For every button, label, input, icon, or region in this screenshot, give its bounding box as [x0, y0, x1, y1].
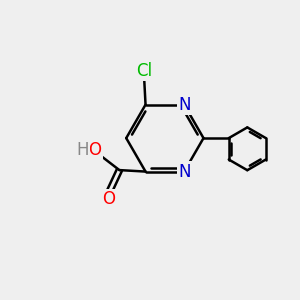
- Text: H: H: [76, 141, 88, 159]
- Text: N: N: [178, 163, 190, 181]
- Text: O: O: [103, 190, 116, 208]
- Text: Cl: Cl: [136, 62, 152, 80]
- Text: O: O: [88, 141, 101, 159]
- Text: N: N: [178, 96, 190, 114]
